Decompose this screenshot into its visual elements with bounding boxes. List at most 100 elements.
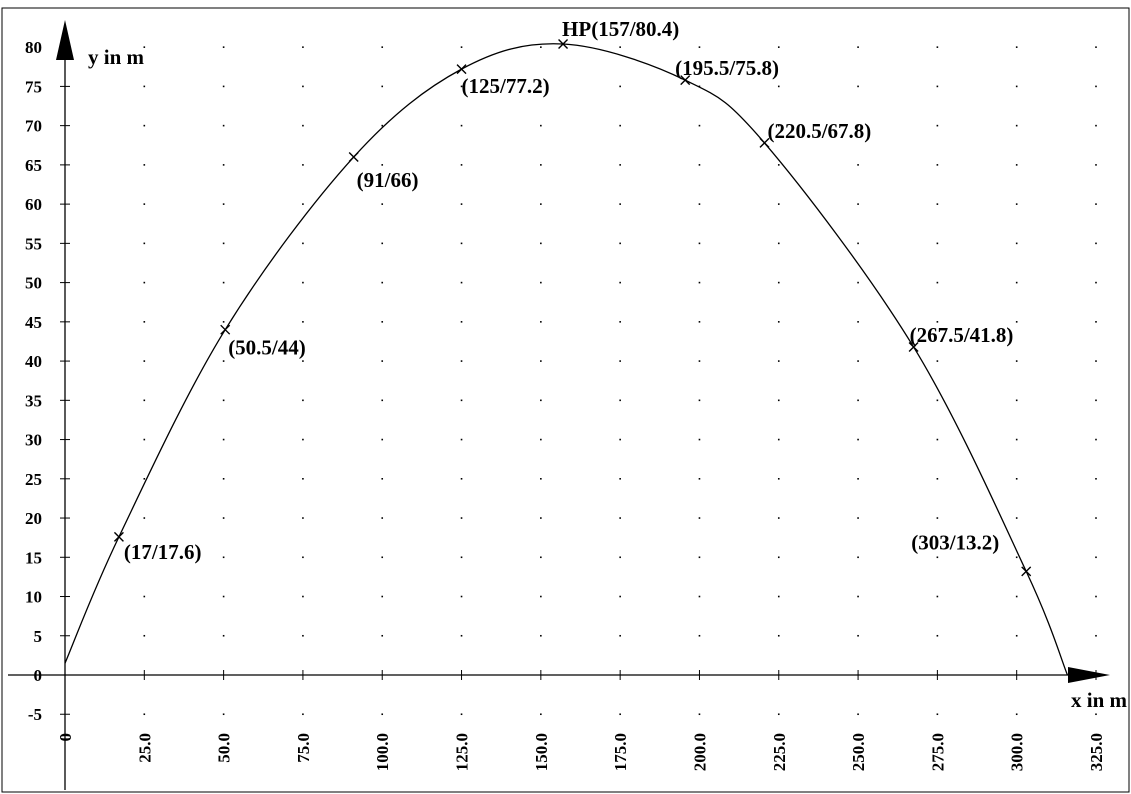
grid-dot — [540, 203, 542, 205]
grid-dot — [1095, 360, 1097, 362]
grid-dot — [381, 360, 384, 362]
grid-dot — [222, 713, 225, 716]
grid-dot — [460, 203, 463, 205]
grid-dot — [777, 713, 780, 716]
grid-dot — [698, 124, 701, 127]
data-point-marker — [558, 39, 569, 50]
grid-dot — [381, 242, 384, 245]
grid-dot — [381, 321, 384, 323]
grid-dot — [698, 46, 701, 48]
x-axis-label: x in m — [1071, 688, 1128, 712]
y-tick-label: 70 — [25, 117, 42, 136]
grid-dot — [143, 634, 146, 637]
grid-dot — [1015, 360, 1018, 362]
grid-dot — [222, 281, 225, 284]
grid-dot — [222, 321, 225, 323]
grid-dot — [302, 46, 304, 48]
grid-dot — [936, 438, 939, 441]
data-point-marker — [908, 341, 919, 352]
grid-dot — [460, 360, 463, 362]
grid-dot — [302, 203, 304, 205]
grid-dot — [302, 595, 304, 598]
grid-dot — [1095, 164, 1097, 166]
grid-dot — [857, 164, 859, 166]
grid-dot — [777, 281, 780, 284]
grid-dot — [302, 242, 304, 245]
y-axis-label: y in m — [88, 45, 145, 69]
grid-dot — [222, 242, 225, 245]
grid-dot — [777, 321, 780, 323]
grid-dot — [381, 85, 384, 88]
grid-dot — [619, 164, 621, 166]
x-tick-label: 325.0 — [1087, 733, 1106, 771]
grid-dot — [936, 242, 939, 245]
grid-dot — [1015, 124, 1018, 127]
grid-dot — [540, 595, 542, 598]
grid-dot — [936, 399, 939, 402]
grid-dot — [777, 517, 780, 519]
grid-dot — [222, 517, 225, 519]
grid-dot — [1015, 478, 1018, 480]
grid-dot — [936, 281, 939, 284]
grid-dot — [381, 203, 384, 205]
y-tick-label: 30 — [25, 431, 42, 450]
data-points: (17/17.6) (50.5/44) (91/66) (125/77.2) HP(15… — [113, 17, 1032, 577]
data-point-label: (267.5/41.8) — [910, 323, 1014, 347]
grid-dot — [619, 85, 621, 88]
grid-dot — [857, 595, 859, 598]
grid-dot — [222, 360, 225, 362]
grid-dot — [857, 478, 859, 480]
grid-dot — [143, 595, 146, 598]
grid-dot — [1095, 85, 1097, 88]
grid-dot — [698, 203, 701, 205]
grid-dot — [540, 164, 542, 166]
grid-dot — [222, 634, 225, 637]
grid-dot — [1095, 399, 1097, 402]
grid-dot — [619, 46, 621, 48]
grid-dot — [936, 360, 939, 362]
grid-dot — [857, 124, 859, 127]
grid-dot — [540, 438, 542, 441]
grid-dot — [777, 478, 780, 480]
grid-dot — [936, 85, 939, 88]
grid-dot — [540, 85, 542, 88]
grid-dot — [857, 399, 859, 402]
grid-dot — [698, 242, 701, 245]
grid-dot — [1015, 203, 1018, 205]
grid-dot — [460, 634, 463, 637]
grid-dot — [936, 478, 939, 480]
grid-dot — [1095, 595, 1097, 598]
grid-dot — [302, 281, 304, 284]
grid-dot — [381, 713, 384, 716]
grid-dot — [698, 556, 701, 559]
grid-dot — [936, 634, 939, 637]
grid-dot — [1095, 517, 1097, 519]
grid-dot — [698, 281, 701, 284]
grid-dot — [222, 85, 225, 88]
data-point-label: (17/17.6) — [124, 540, 202, 564]
grid-dot — [857, 360, 859, 362]
grid-dot — [143, 46, 146, 48]
grid-dot — [698, 595, 701, 598]
data-point-label: (195.5/75.8) — [675, 56, 779, 80]
grid-dot — [936, 203, 939, 205]
y-tick-label: -5 — [28, 705, 42, 724]
y-tick-label: 20 — [25, 509, 42, 528]
grid-dot — [1015, 517, 1018, 519]
grid-dot — [777, 85, 780, 88]
grid-dot — [302, 360, 304, 362]
grid-dot — [936, 164, 939, 166]
x-tick-label: 200.0 — [690, 733, 709, 771]
grid-dot — [936, 595, 939, 598]
grid-dot — [381, 46, 384, 48]
y-tick-label: 0 — [34, 666, 43, 685]
y-tick-label: 55 — [25, 234, 42, 253]
grid-dot — [222, 124, 225, 127]
grid-dot — [222, 556, 225, 559]
x-tick-labels: 0 25.0 50.0 75.0 100.0 125.0 150.0 175.0 200.0 22… — [56, 670, 1106, 771]
grid-dot — [1095, 242, 1097, 245]
grid-dot — [460, 321, 463, 323]
grid-dot — [143, 164, 146, 166]
grid-dot — [540, 713, 542, 716]
grid-dot — [1015, 46, 1018, 48]
